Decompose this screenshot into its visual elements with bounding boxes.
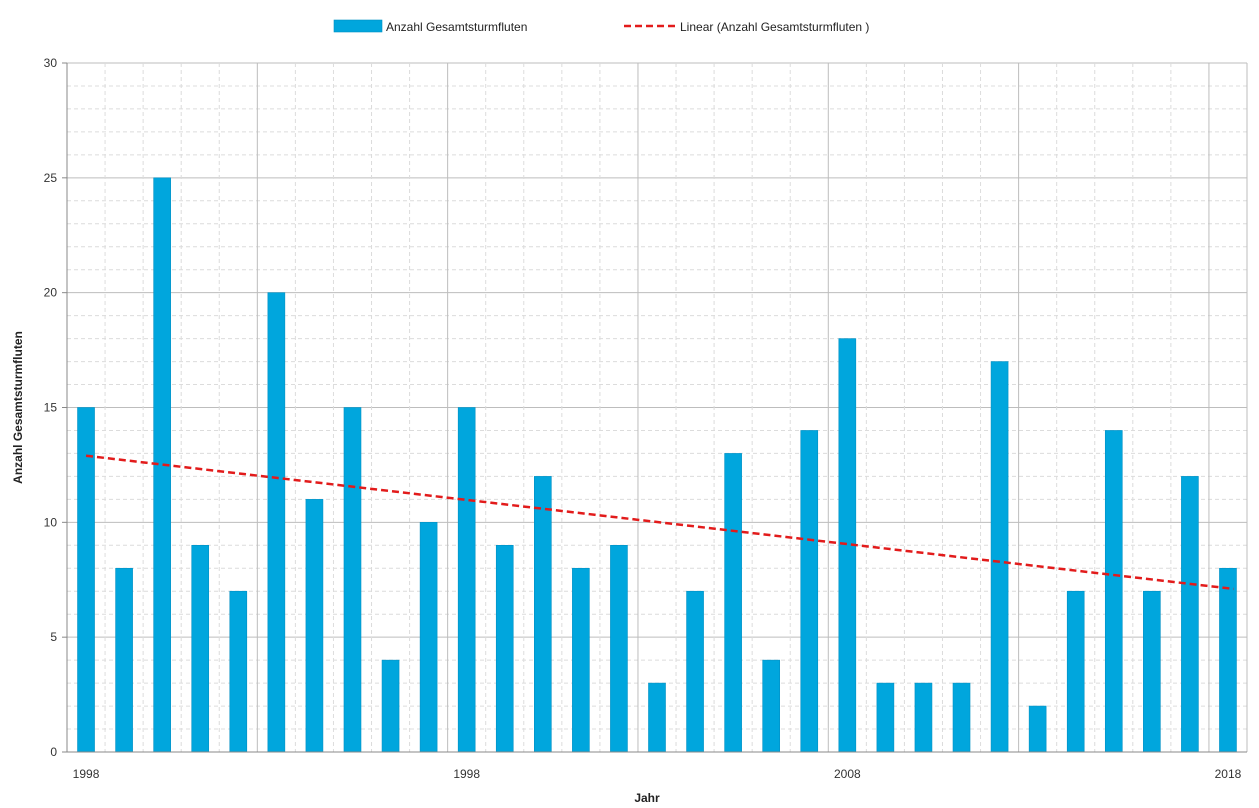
y-tick-label: 15 (44, 401, 58, 415)
legend-bar-label: Anzahl Gesamtsturmfluten (386, 20, 527, 34)
x-tick-label: 1998 (453, 767, 480, 781)
y-tick-label: 30 (44, 56, 58, 70)
bar (648, 682, 666, 753)
bar (1104, 430, 1123, 753)
bar (229, 590, 248, 753)
trendline (85, 454, 1234, 591)
bar (762, 659, 780, 753)
x-tick-label: 2018 (1215, 767, 1242, 781)
x-tick-label: 1998 (73, 767, 100, 781)
bar (305, 499, 324, 753)
bar (1181, 476, 1199, 753)
bar (191, 544, 210, 753)
bar (457, 407, 476, 753)
bar (1219, 567, 1237, 753)
bar (990, 361, 1009, 753)
bar (381, 659, 400, 753)
bar (724, 453, 742, 753)
bar (419, 522, 438, 753)
bar (800, 430, 819, 753)
bar (267, 292, 286, 753)
bar (534, 476, 552, 753)
bars (77, 177, 1237, 753)
bar (343, 407, 362, 753)
y-tick-label: 5 (50, 630, 57, 644)
bar (1066, 590, 1085, 753)
bar (77, 407, 95, 753)
bar (572, 567, 590, 753)
bar (610, 544, 628, 753)
grid (67, 62, 1248, 752)
bar (876, 682, 895, 753)
x-axis-title: Jahr (634, 791, 660, 805)
legend: Anzahl Gesamtsturmfluten Linear (Anzahl … (333, 19, 869, 34)
y-tick-label: 25 (44, 171, 58, 185)
bar (115, 567, 133, 753)
bar (1143, 590, 1161, 753)
x-tick-label: 2008 (834, 767, 861, 781)
y-tick-label: 0 (50, 745, 57, 759)
bar (914, 682, 933, 753)
bar (686, 590, 704, 753)
y-tick-label: 10 (44, 515, 58, 529)
legend-bar-swatch (333, 19, 383, 33)
bar (1028, 705, 1047, 753)
y-axis-title: Anzahl Gesamtsturmfluten (11, 331, 25, 484)
axes: 0 5 10 15 20 25 30 1998 1998 2008 2018 (44, 56, 1247, 781)
y-tick-label: 20 (44, 286, 58, 300)
bar (495, 544, 514, 753)
trendline-layer (85, 454, 1234, 591)
bar (952, 682, 971, 753)
legend-trend-label: Linear (Anzahl Gesamtsturmfluten ) (680, 20, 869, 34)
